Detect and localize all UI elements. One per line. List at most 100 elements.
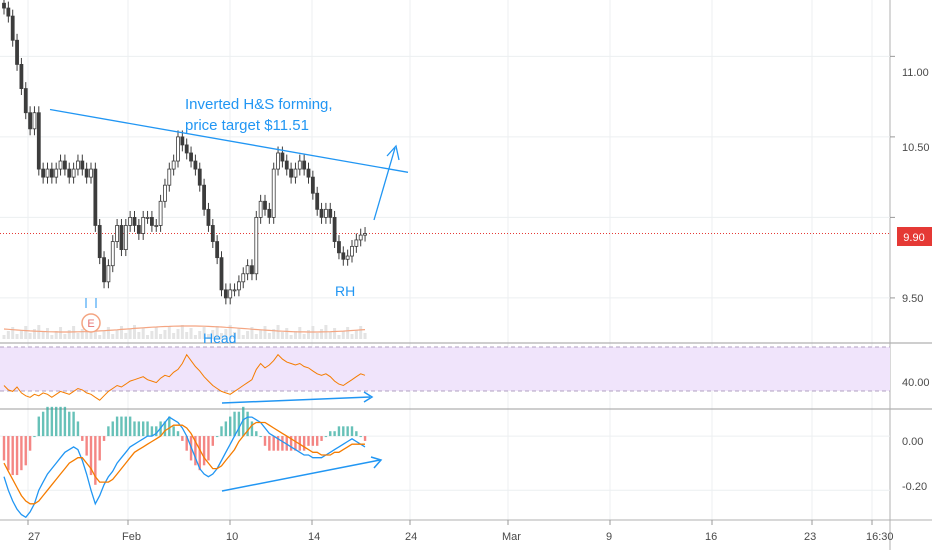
macd-hist-bar xyxy=(41,411,45,437)
volume-bar xyxy=(146,335,150,339)
volume-bar xyxy=(19,330,23,339)
macd-hist-bar xyxy=(94,436,97,485)
y-tick-1050: 10.50 xyxy=(902,142,930,154)
candle-body xyxy=(54,168,59,178)
candle-body xyxy=(106,265,111,283)
volume-bar xyxy=(241,335,245,339)
macd-hist-bar xyxy=(150,426,154,437)
candle-body xyxy=(36,112,41,170)
macd-hist-bar xyxy=(285,436,288,451)
macd-hist-bar xyxy=(333,431,336,437)
volume-bar xyxy=(137,332,141,339)
macd-hist-bar xyxy=(350,426,354,437)
macd-hist-bar xyxy=(37,416,40,437)
candle-body xyxy=(176,136,180,162)
candle-body xyxy=(58,160,63,170)
neckline-line xyxy=(49,108,409,173)
volume-bar xyxy=(267,333,271,339)
volume-bar xyxy=(246,331,250,339)
volume-bar xyxy=(363,333,367,339)
volume-bar xyxy=(320,329,324,339)
macd-hist-bar xyxy=(142,421,145,437)
macd-hist-bar xyxy=(194,436,197,466)
macd-hist-bar xyxy=(33,436,36,438)
last-price-label: 9.90 xyxy=(903,232,924,244)
macd-hist-bar xyxy=(20,436,23,471)
macd-hist-bar xyxy=(155,426,158,437)
candle-body xyxy=(41,168,46,178)
candle-body xyxy=(171,160,176,170)
x-tick-10: 10 xyxy=(226,531,238,543)
candle-body xyxy=(350,245,354,257)
macd-hist-bar xyxy=(55,406,58,437)
macd-tick-neg02: -0.20 xyxy=(902,481,927,493)
candle-body xyxy=(206,208,211,226)
macd-hist-bar xyxy=(63,406,67,437)
candle-body xyxy=(289,168,294,178)
volume-bar xyxy=(6,331,10,339)
candle-body xyxy=(119,225,124,251)
macd-hist-bar xyxy=(133,421,136,437)
candle-body xyxy=(32,112,37,130)
candle-body xyxy=(28,112,33,130)
volume-bar xyxy=(89,332,93,339)
rsi-divergence-arrow xyxy=(363,391,374,403)
candle-body xyxy=(354,239,359,247)
volume-bar xyxy=(315,333,319,339)
candle-body xyxy=(71,168,76,178)
rsi-line xyxy=(3,353,366,401)
x-tick-16: 16 xyxy=(705,531,717,543)
y-axis: 11.00 10.50 9.50 40.00 0.00 -0.20 xyxy=(902,67,930,493)
head-label: Head xyxy=(203,330,236,346)
volume-bar xyxy=(172,333,176,339)
volume-bar xyxy=(128,329,132,339)
macd-hist-bar xyxy=(294,436,297,451)
candle-body xyxy=(358,234,363,241)
candle-body xyxy=(136,225,141,234)
macd-hist-bar xyxy=(185,436,188,451)
volume-bar xyxy=(46,328,49,339)
macd-hist-bar xyxy=(81,436,84,441)
candle-body xyxy=(345,255,350,260)
volume-bar xyxy=(259,330,263,339)
volume-bar xyxy=(228,325,232,339)
volume-bar xyxy=(50,335,54,339)
macd-hist-bar xyxy=(346,426,349,437)
candle-body xyxy=(315,192,320,210)
volume-bar xyxy=(280,332,284,339)
candle-body xyxy=(84,168,89,178)
y-tick-11: 11.00 xyxy=(902,67,929,79)
macd-hist-bar xyxy=(246,411,249,437)
candle-body xyxy=(189,152,193,162)
candle-body xyxy=(132,216,137,226)
earnings-marker-circle[interactable] xyxy=(81,313,101,333)
macd-hist-bar xyxy=(220,426,223,437)
volume-ma-line xyxy=(3,325,366,333)
volume-bar xyxy=(215,326,219,339)
rsi-band xyxy=(0,347,890,391)
volume-bar xyxy=(2,335,6,339)
price-panel[interactable] xyxy=(2,0,409,339)
x-tick-1630: 16:30 xyxy=(866,531,894,543)
volume-bar xyxy=(193,335,197,339)
x-tick-24: 24 xyxy=(405,531,417,543)
candle-body xyxy=(128,216,133,226)
volume-bar xyxy=(133,325,136,339)
volume-bar xyxy=(41,332,45,339)
macd-hist-bar xyxy=(276,436,280,451)
volume-bar xyxy=(141,328,145,339)
volume-bar xyxy=(224,329,228,339)
macd-hist-bar xyxy=(46,406,49,437)
rsi-tick-40: 40.00 xyxy=(902,377,930,389)
candle-body xyxy=(341,252,346,260)
candle-body xyxy=(223,289,228,299)
candle-body xyxy=(163,184,167,202)
macd-hist-bar xyxy=(111,421,114,437)
candle-body xyxy=(49,168,54,178)
macd-divergence-arrow xyxy=(370,456,383,469)
candle-body xyxy=(67,168,72,178)
x-tick-mar: Mar xyxy=(502,531,521,543)
candle-body xyxy=(267,208,272,218)
volume-bar xyxy=(198,331,202,339)
